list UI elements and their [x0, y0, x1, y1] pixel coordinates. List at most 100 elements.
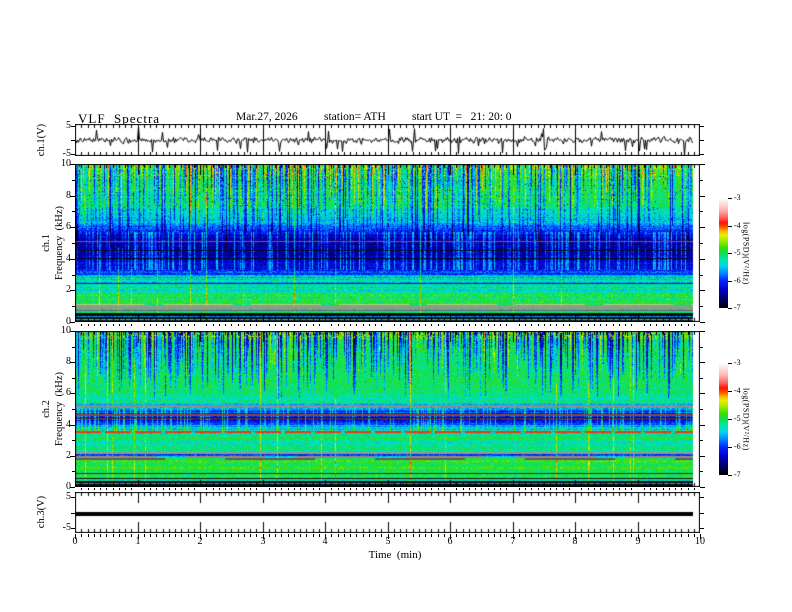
x-axis-tick	[344, 534, 345, 537]
x-axis-tick	[619, 324, 620, 326]
colorbar-tick	[728, 475, 732, 476]
ch3-voltage-plot	[75, 492, 700, 533]
x-axis-tick	[125, 534, 126, 537]
x-axis-tick	[338, 324, 339, 326]
x-axis-tick	[688, 488, 689, 490]
x-axis-tick	[425, 488, 426, 490]
x-axis-tick	[394, 534, 395, 537]
x-axis-tick	[600, 534, 601, 537]
volt-tick-label: -5	[62, 148, 71, 159]
x-axis-tick	[206, 324, 207, 326]
x-axis-tick	[656, 534, 657, 537]
x-axis-tick	[625, 488, 626, 490]
x-axis-tick	[81, 534, 82, 537]
x-axis-tick	[406, 324, 407, 326]
freq-axis-tick	[70, 164, 75, 165]
freq-axis-tick	[700, 227, 705, 228]
x-axis-tick	[425, 534, 426, 537]
freq-axis-tick	[72, 275, 75, 276]
x-axis-tick	[206, 488, 207, 490]
volt-axis-tick	[71, 126, 75, 127]
x-axis-tick	[569, 324, 570, 326]
x-axis-tick	[394, 488, 395, 490]
x-axis-tick	[544, 534, 545, 537]
colorbar2-axis-label: log(PSD)(V²/Hz)	[741, 387, 751, 451]
x-axis-tick	[169, 488, 170, 490]
x-axis-tick	[275, 534, 276, 537]
x-axis-tick	[94, 534, 95, 537]
x-axis-tick	[313, 488, 314, 490]
x-axis-tick	[281, 488, 282, 490]
x-tick-label: 4	[322, 536, 328, 547]
x-axis-tick	[356, 324, 357, 326]
colorbar-tick-label: -3	[734, 358, 741, 367]
x-axis-tick	[531, 324, 532, 326]
x-axis-tick	[94, 488, 95, 490]
x-axis-tick	[475, 534, 476, 537]
colorbar-spec1	[719, 198, 728, 308]
x-axis-tick	[356, 488, 357, 490]
x-axis-tick	[206, 534, 207, 537]
x-axis-tick	[181, 488, 182, 490]
x-axis-tick	[581, 534, 582, 537]
x-axis-tick	[581, 488, 582, 490]
x-axis-tick	[225, 324, 226, 326]
ch3-volt-axis-label: ch.3(V)	[35, 495, 47, 529]
x-axis-tick	[238, 534, 239, 537]
x-axis-tick	[444, 488, 445, 490]
x-axis-tick	[150, 534, 151, 537]
freq-axis-tick	[700, 409, 703, 410]
freq-axis-tick	[700, 331, 705, 332]
x-axis-tick	[306, 324, 307, 326]
x-axis-tick	[594, 534, 595, 537]
x-axis-tick	[100, 324, 101, 326]
x-axis-tick	[244, 534, 245, 537]
x-axis-tick	[500, 534, 501, 537]
x-axis-tick	[213, 324, 214, 326]
x-axis-tick	[469, 324, 470, 326]
volt-tick-label: 5	[66, 491, 71, 502]
x-axis-tick	[606, 324, 607, 326]
x-axis-tick	[519, 488, 520, 490]
x-axis-tick	[106, 534, 107, 537]
x-axis-tick	[563, 324, 564, 326]
x-tick-label: 3	[260, 536, 266, 547]
x-axis-tick	[188, 488, 189, 490]
x-axis-tick	[94, 324, 95, 326]
x-axis-tick	[569, 488, 570, 490]
x-axis-tick	[506, 488, 507, 490]
x-axis-tick	[100, 534, 101, 537]
x-axis-tick	[281, 534, 282, 537]
freq-tick-label: 8	[66, 190, 71, 201]
spectrogram-ch2	[75, 331, 700, 487]
x-axis-tick	[688, 534, 689, 537]
x-axis-tick	[375, 324, 376, 326]
x-axis-tick	[144, 534, 145, 537]
x-axis-tick	[575, 534, 576, 539]
x-tick-label: 2	[197, 536, 203, 547]
colorbar-tick-label: -7	[734, 470, 741, 479]
x-axis-tick	[250, 488, 251, 490]
x-axis-tick	[219, 534, 220, 537]
x-axis-tick	[331, 488, 332, 490]
x-axis-tick	[369, 534, 370, 537]
colorbar-tick-label: -6	[734, 276, 741, 285]
x-axis-tick	[350, 534, 351, 537]
x-axis-tick	[150, 488, 151, 490]
x-axis-tick	[525, 534, 526, 537]
x-axis-tick	[338, 534, 339, 537]
x-axis-tick	[594, 488, 595, 490]
x-axis-tick	[588, 324, 589, 326]
x-axis-tick	[450, 534, 451, 539]
x-axis-tick	[525, 488, 526, 490]
colorbar-tick-label: -7	[734, 303, 741, 312]
x-axis-tick	[319, 534, 320, 537]
x-axis-tick	[625, 324, 626, 326]
x-axis-tick	[581, 324, 582, 326]
freq-tick-label: 10	[61, 158, 71, 169]
x-axis-tick	[200, 534, 201, 539]
freq-axis-tick	[72, 471, 75, 472]
freq-axis-tick	[700, 275, 703, 276]
freq-tick-label: 2	[66, 284, 71, 295]
